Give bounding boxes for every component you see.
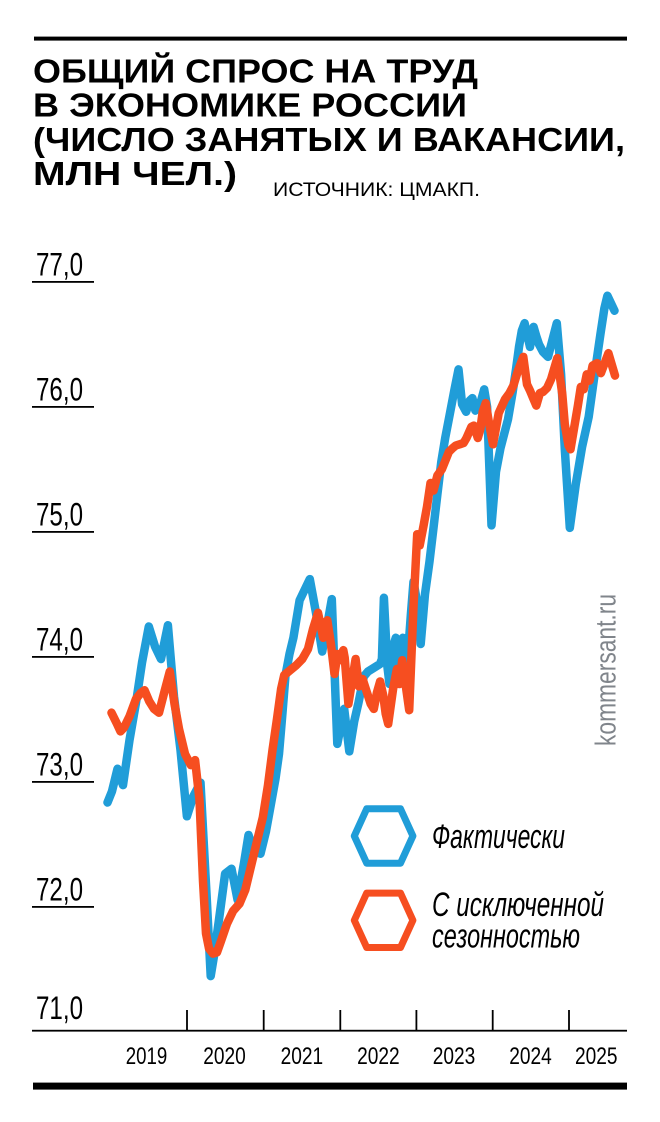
svg-text:73,0: 73,0	[36, 747, 83, 783]
svg-text:2019: 2019	[126, 1043, 168, 1070]
svg-text:(ЧИСЛО ЗАНЯТЫХ И ВАКАНСИИ,: (ЧИСЛО ЗАНЯТЫХ И ВАКАНСИИ,	[33, 121, 625, 158]
svg-text:С исключенной: С исключенной	[432, 886, 604, 924]
svg-text:2020: 2020	[203, 1043, 246, 1070]
svg-text:МЛН ЧЕЛ.): МЛН ЧЕЛ.)	[33, 155, 237, 192]
svg-text:72,0: 72,0	[36, 872, 83, 908]
svg-text:77,0: 77,0	[36, 247, 83, 283]
svg-text:2022: 2022	[357, 1043, 400, 1070]
svg-text:71,0: 71,0	[36, 990, 83, 1026]
svg-text:Фактически: Фактически	[432, 818, 565, 856]
svg-text:2024: 2024	[509, 1043, 552, 1070]
svg-text:В ЭКОНОМИКЕ РОССИИ: В ЭКОНОМИКЕ РОССИИ	[33, 87, 467, 124]
svg-text:ИСТОЧНИК: ЦМАКП.: ИСТОЧНИК: ЦМАКП.	[273, 180, 480, 201]
svg-text:2023: 2023	[433, 1043, 476, 1070]
svg-text:2021: 2021	[281, 1043, 324, 1070]
svg-text:сезонностью: сезонностью	[432, 918, 580, 956]
svg-text:ОБЩИЙ СПРОС НА ТРУД: ОБЩИЙ СПРОС НА ТРУД	[33, 52, 478, 90]
svg-text:2025: 2025	[575, 1043, 618, 1070]
svg-text:74,0: 74,0	[36, 622, 83, 658]
svg-text:76,0: 76,0	[36, 372, 83, 408]
svg-text:kommersant.ru: kommersant.ru	[591, 594, 623, 746]
svg-text:75,0: 75,0	[36, 497, 83, 533]
